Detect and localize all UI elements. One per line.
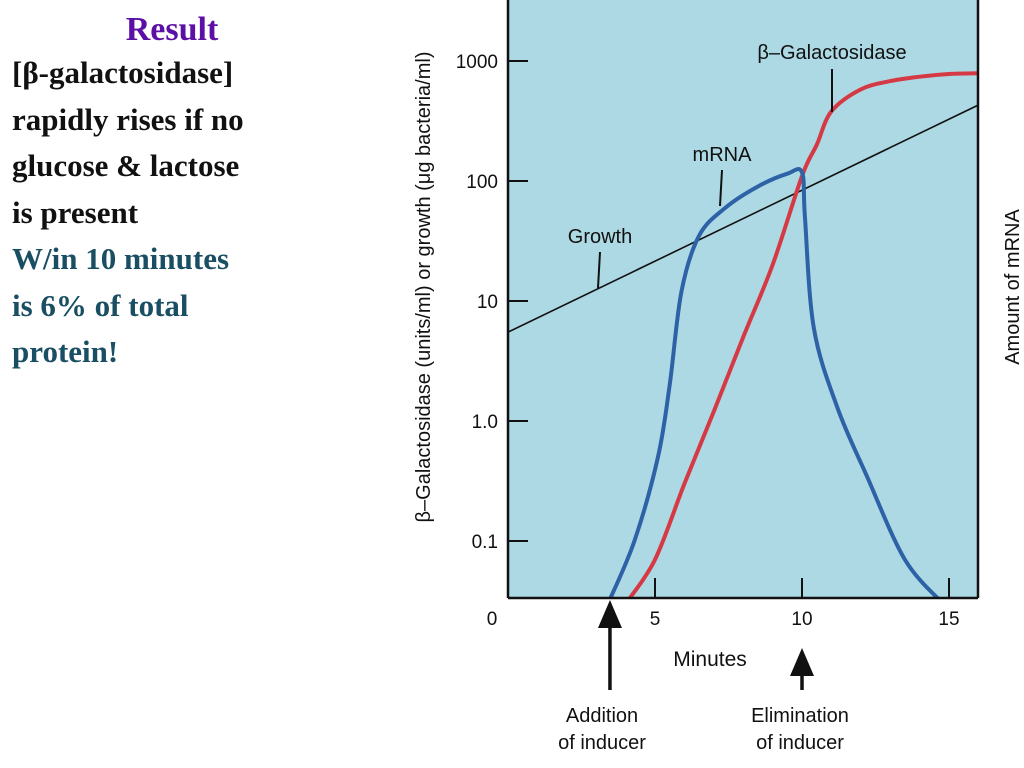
y-tick-label: 100 [466,172,498,193]
x-tick-label: 10 [791,609,812,630]
x-axis-label: Minutes [673,648,747,671]
slide-title: Result [125,11,219,48]
series-mrna-line [608,167,941,598]
inducer-label-1: Addition [566,705,638,727]
plot-background [508,0,978,598]
x-tick-label: 5 [650,609,661,630]
slide-line-4: is present [12,194,139,230]
y-tick-label: 1000 [456,52,498,73]
slide-line-5: W/in 10 minutes [12,241,230,276]
y-tick-label: 10 [477,292,498,313]
slide-line-3: glucose & lactose [12,148,240,183]
y-tick-label: 1.0 [472,412,498,433]
y-axis-label: β–Galactosidase (units/ml) or growth (μg… [413,52,435,523]
slide-line-2: rapidly rises if no [12,101,244,137]
inducer-arrow-head-1 [597,600,622,628]
series-label-mrna: mRNA [693,144,753,166]
slide-text: Result [β-galactosidase] rapidly rises i… [12,10,352,376]
x-tick-label: 0 [487,609,498,630]
series-growth-line [508,104,978,333]
y2-axis-label: Amount of mRNA [1002,209,1024,365]
inducer-sublabel-1: of inducer [558,732,646,754]
inducer-arrow-head-2 [790,648,814,676]
slide-line-7: protein! [12,334,119,369]
x-tick-label: 15 [938,609,959,630]
series-label-mrna-leader [719,169,723,207]
series-label-growth: Growth [568,226,632,248]
slide-line-6: is 6% of total [12,287,189,323]
inducer-label-2: Elimination [751,705,849,727]
y-tick-label: 0.1 [472,532,498,553]
series-label-growth-leader [597,251,601,289]
slide-line-1: [β-galactosidase] [12,55,234,90]
inducer-sublabel-2: of inducer [756,732,844,754]
series-label-galactosidase: β–Galactosidase [757,42,906,64]
